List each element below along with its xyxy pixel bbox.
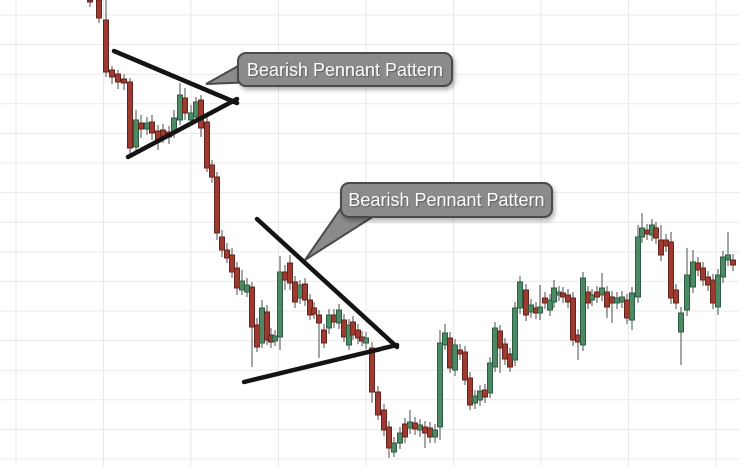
pennant-annotation-2: Bearish Pennant Pattern xyxy=(340,182,553,218)
candlesticks xyxy=(87,0,736,458)
pennant-annotation-1: Bearish Pennant Pattern xyxy=(237,52,453,87)
pennant-trendlines xyxy=(111,48,400,385)
